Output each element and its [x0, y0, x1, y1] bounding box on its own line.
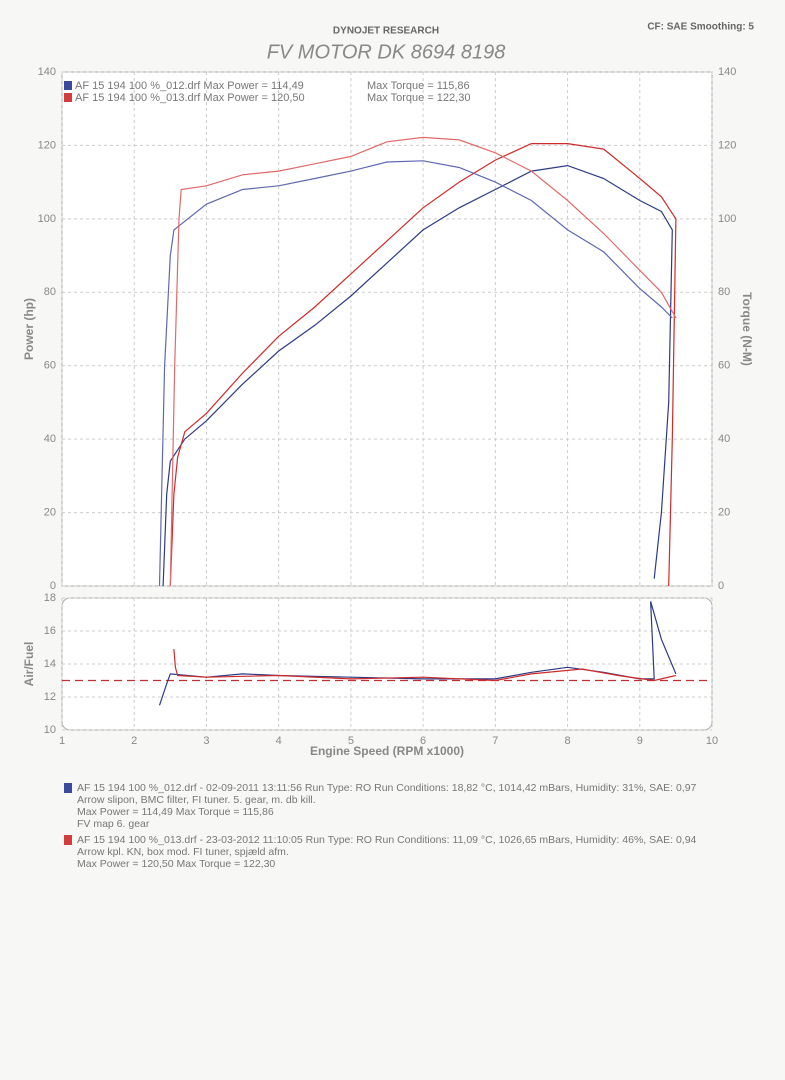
y-tick-label: 14 — [44, 658, 56, 670]
legend-swatch — [64, 81, 72, 90]
series-line — [173, 649, 677, 682]
y-tick-label: 0 — [50, 580, 56, 592]
note-line: Arrow kpl. KN, box mod. FI tuner, spjæld… — [77, 846, 289, 858]
y-axis-label: Power (hp) — [22, 298, 36, 360]
y-tick-label: 60 — [44, 360, 56, 372]
settings: CF: SAE Smoothing: 5 — [647, 22, 754, 33]
plot-frame — [61, 71, 713, 587]
x-tick-label: 2 — [131, 735, 137, 747]
y-tick-label: 12 — [44, 691, 56, 703]
y-tick-label: 140 — [38, 66, 56, 78]
note-line: AF 15 194 100 %_013.drf - 23-03-2012 11:… — [77, 834, 697, 846]
note-line: Max Power = 114,49 Max Torque = 115,86 — [77, 806, 274, 818]
series-line — [158, 160, 673, 587]
x-tick-label: 3 — [203, 735, 209, 747]
x-tick-label: 9 — [637, 735, 643, 747]
y2-axis-label: Torque (N-M) — [740, 292, 754, 366]
y2-tick-label: 20 — [718, 506, 730, 518]
y-tick-label: 10 — [44, 724, 56, 736]
legend-entry: AF 15 194 100 %_013.drf Max Power = 120,… — [75, 92, 305, 104]
y2-tick-label: 100 — [718, 213, 736, 225]
chart-title: FV MOTOR DK 8694 8198 — [267, 41, 506, 63]
legend-torque: Max Torque = 122,30 — [367, 92, 470, 104]
y2-tick-label: 120 — [718, 139, 736, 151]
y2-tick-label: 40 — [718, 433, 730, 445]
y2-tick-label: 0 — [718, 580, 724, 592]
legend-torque: Max Torque = 115,86 — [367, 80, 470, 92]
legend-entry: AF 15 194 100 %_012.drf Max Power = 114,… — [75, 80, 304, 92]
y-tick-label: 100 — [38, 213, 56, 225]
note-line: AF 15 194 100 %_012.drf - 02-09-2011 13:… — [77, 782, 697, 794]
series-line — [162, 164, 673, 587]
x-axis-label: Engine Speed (RPM x1000) — [310, 744, 464, 758]
x-tick-label: 7 — [492, 735, 498, 747]
note-line: FV map 6. gear — [77, 818, 150, 830]
y2-tick-label: 60 — [718, 360, 730, 372]
y-tick-label: 16 — [44, 625, 56, 637]
x-tick-label: 6 — [420, 735, 426, 747]
y-tick-label: 18 — [44, 592, 56, 604]
x-tick-label: 10 — [706, 735, 718, 747]
x-tick-label: 4 — [276, 735, 282, 747]
x-tick-label: 1 — [59, 735, 65, 747]
y-tick-label: 120 — [38, 139, 56, 151]
y-tick-label: 80 — [44, 286, 56, 298]
y2-tick-label: 80 — [718, 286, 730, 298]
note-swatch — [64, 783, 72, 793]
legend-swatch — [64, 93, 72, 102]
y-axis-label: Air/Fuel — [22, 642, 36, 687]
note-line: Max Power = 120,50 Max Torque = 122,30 — [77, 858, 275, 870]
y-tick-label: 20 — [44, 506, 56, 518]
y2-tick-label: 140 — [718, 66, 736, 78]
x-tick-label: 8 — [564, 735, 570, 747]
note-swatch — [64, 835, 72, 845]
company: DYNOJET RESEARCH — [333, 26, 439, 37]
y-tick-label: 40 — [44, 433, 56, 445]
series-line — [169, 136, 677, 587]
series-line — [169, 143, 677, 587]
x-tick-label: 5 — [348, 735, 354, 747]
note-line: Arrow slipon, BMC filter, FI tuner. 5. g… — [77, 794, 316, 806]
